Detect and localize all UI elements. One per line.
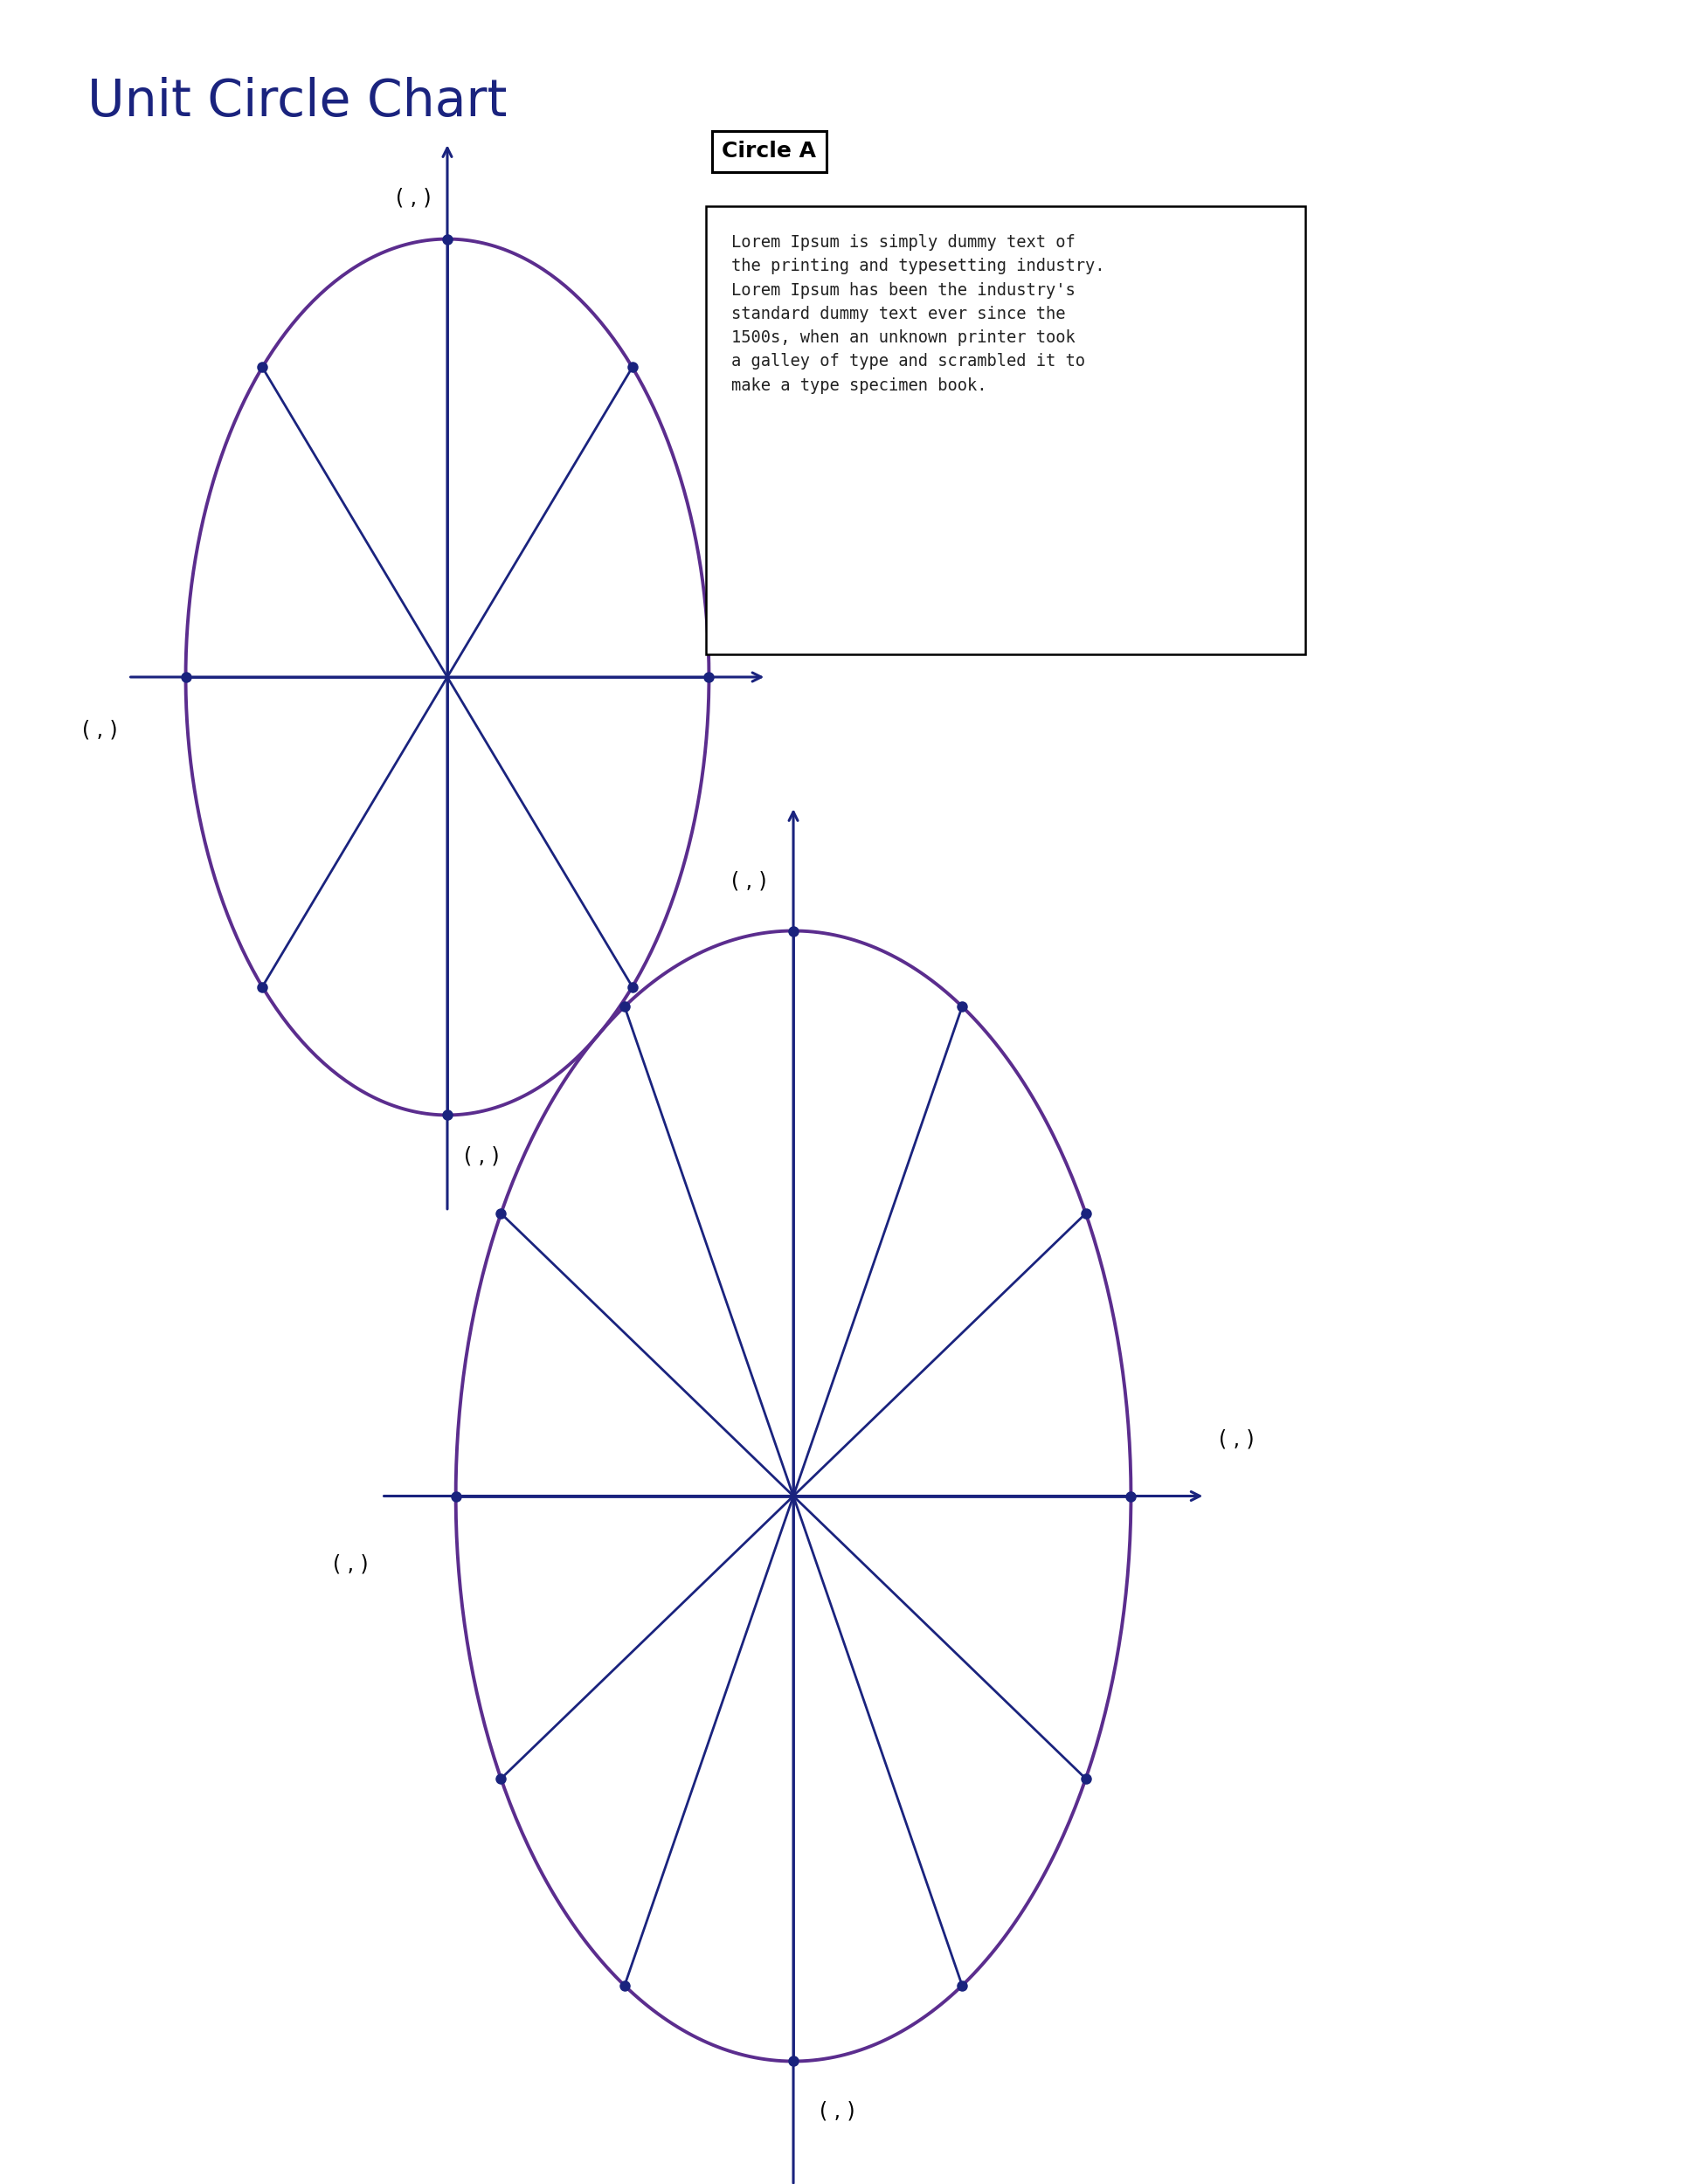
Text: Lorem Ipsum is simply dummy text of
the printing and typesetting industry.
Lorem: Lorem Ipsum is simply dummy text of the …	[731, 234, 1106, 393]
Text: ( , ): ( , )	[395, 188, 430, 207]
Text: ( , ): ( , )	[1219, 1428, 1254, 1450]
Text: ( , ): ( , )	[464, 1147, 500, 1166]
Text: ( , ): ( , )	[776, 622, 812, 644]
Text: ( , ): ( , )	[83, 719, 118, 740]
FancyBboxPatch shape	[706, 205, 1305, 653]
Text: ( , ): ( , )	[731, 869, 768, 891]
Text: Circle A: Circle A	[722, 142, 817, 162]
Text: Unit Circle Chart: Unit Circle Chart	[88, 76, 508, 127]
Text: ( , ): ( , )	[333, 1553, 368, 1575]
Text: ( , ): ( , )	[819, 2101, 856, 2123]
